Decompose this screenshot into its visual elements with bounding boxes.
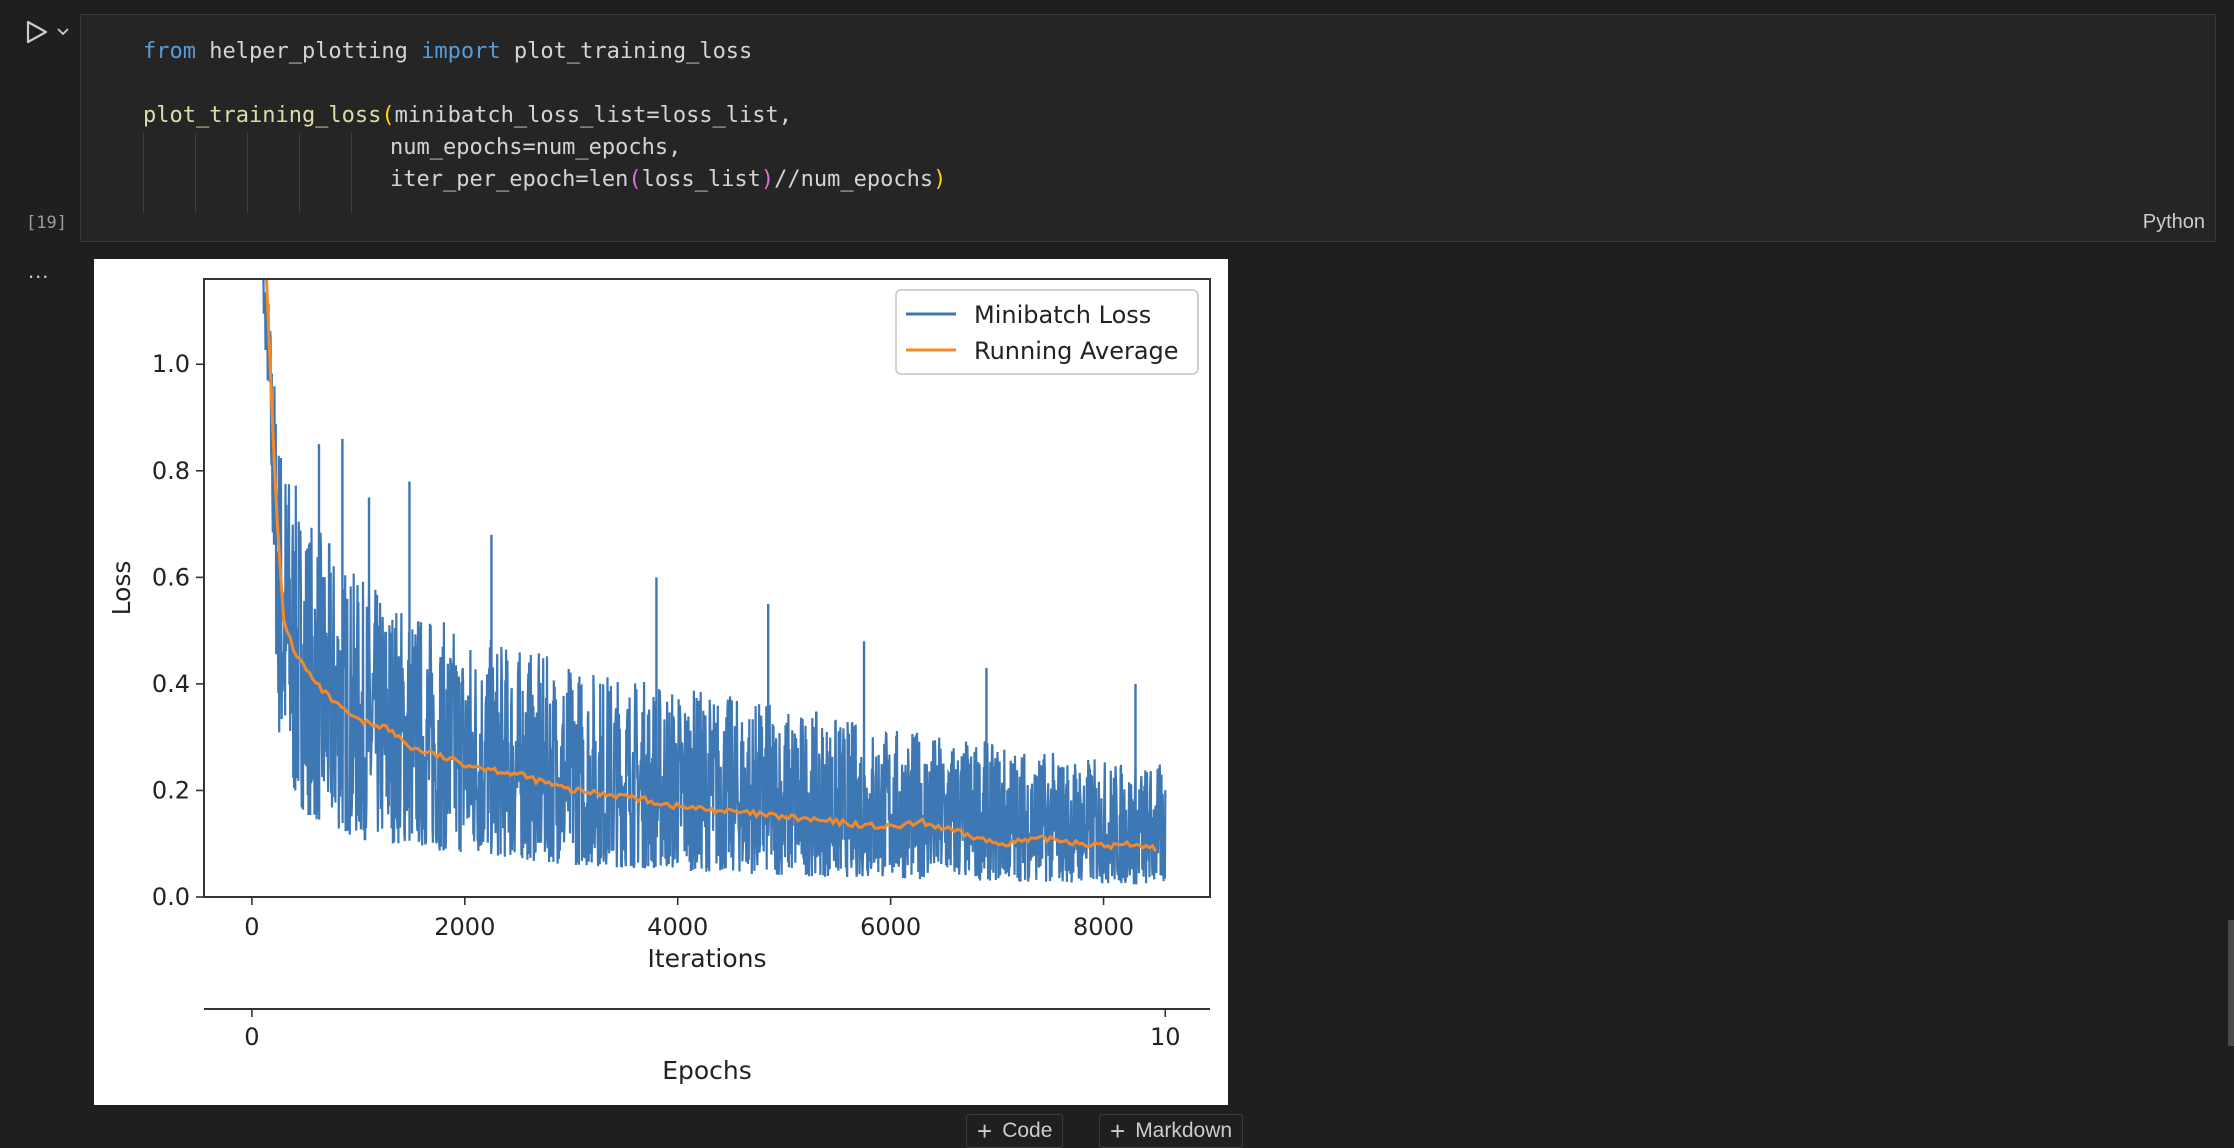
running-average-line (265, 279, 1158, 853)
legend-box (895, 289, 1199, 375)
epoch-tick-label: 0 (244, 1023, 259, 1051)
execution-count: [19] (26, 213, 67, 233)
x-tick-label: 4000 (647, 913, 708, 941)
open-paren: ( (628, 167, 642, 192)
plus-icon: + (977, 1116, 993, 1146)
code-line-1: from helper_plotting import plot_trainin… (143, 39, 752, 64)
open-paren: ( (381, 103, 395, 128)
argument-text: iter_per_epoch=len (390, 167, 629, 192)
x-tick-label: 8000 (1073, 913, 1134, 941)
add-code-label: Code (1002, 1119, 1053, 1142)
code-line-4: iter_per_epoch=len(loss_list)//num_epoch… (390, 167, 946, 192)
close-paren: ) (760, 167, 775, 192)
cell-language-label[interactable]: Python (2142, 211, 2205, 233)
play-icon[interactable] (22, 18, 50, 46)
indent-guide (143, 133, 144, 213)
code-cell-editor[interactable]: from helper_plotting import plot_trainin… (80, 14, 2216, 242)
add-code-cell-button[interactable]: + Code (966, 1114, 1064, 1148)
y-tick-label: 0.2 (152, 776, 190, 804)
epochs-axis-label: Epochs (662, 1056, 752, 1085)
cell-gutter: [19] ... (0, 0, 80, 1148)
training-loss-chart: 0.0 0.2 0.4 0.6 0.8 1.0 0 2000 4000 6000 8000 Itera… (107, 278, 1211, 1085)
epoch-tick-label: 10 (1150, 1023, 1181, 1051)
argument-text: //num_epochs (774, 167, 934, 192)
vertical-scrollbar[interactable] (2228, 920, 2234, 1046)
y-tick-label: 0.8 (152, 457, 190, 485)
indent-guide (195, 133, 196, 213)
imported-name: plot_training_loss (500, 39, 753, 64)
module-name: helper_plotting (195, 39, 422, 64)
add-markdown-cell-button[interactable]: + Markdown (1099, 1114, 1244, 1148)
x-tick-label: 6000 (860, 913, 921, 941)
indent-guide (247, 133, 248, 213)
argument-text: num_epochs=num_epochs, (390, 135, 682, 160)
x-axis-label: Iterations (647, 944, 766, 973)
y-tick-label: 0.0 (152, 883, 190, 911)
y-tick-label: 1.0 (152, 350, 190, 378)
function-call: plot_training_loss (143, 103, 382, 128)
x-tick-label: 0 (244, 913, 259, 941)
minibatch-loss-line (261, 279, 1167, 885)
code-line-3: num_epochs=num_epochs, (390, 135, 681, 160)
chevron-down-icon[interactable] (54, 22, 72, 40)
close-paren: ) (933, 167, 947, 192)
indent-guide (351, 133, 352, 213)
code-line-2: plot_training_loss(minibatch_loss_list=l… (143, 103, 792, 128)
keyword-import: import (421, 39, 501, 64)
y-axis-label: Loss (107, 561, 136, 616)
x-tick-label: 2000 (434, 913, 495, 941)
keyword-from: from (143, 39, 196, 64)
plot-output: 0.0 0.2 0.4 0.6 0.8 1.0 0 2000 4000 6000 8000 Itera… (94, 259, 1228, 1105)
axes-frame (203, 278, 1211, 898)
legend-entry: Minibatch Loss (974, 301, 1151, 329)
legend-entry: Running Average (974, 337, 1179, 365)
argument-text: minibatch_loss_list=loss_list, (394, 103, 793, 128)
add-markdown-label: Markdown (1135, 1119, 1233, 1142)
argument-text: loss_list (641, 167, 761, 192)
output-menu-icon[interactable]: ... (28, 258, 50, 283)
indent-guide (299, 133, 300, 213)
y-tick-label: 0.6 (152, 563, 190, 591)
y-tick-label: 0.4 (152, 670, 190, 698)
plus-icon: + (1110, 1116, 1126, 1146)
